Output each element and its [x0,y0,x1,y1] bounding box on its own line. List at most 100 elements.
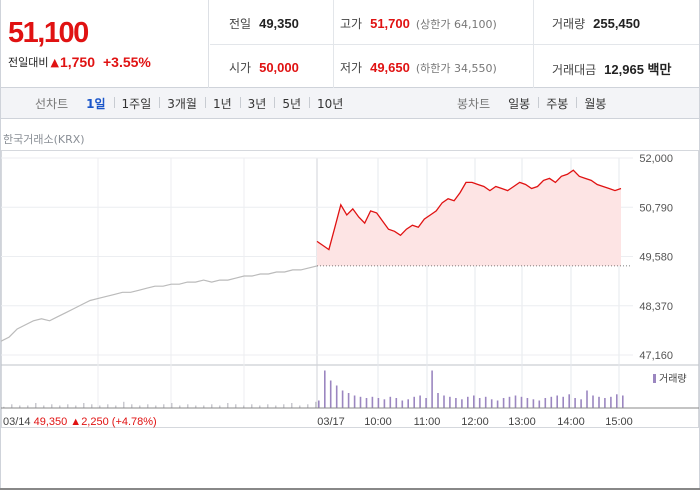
low-cell: 저가 49,650 (하한가 34,550) [340,59,497,76]
y-tick-label: 50,790 [639,202,673,214]
volume-bar [259,405,261,408]
x-tick-label: 03/17 [317,416,345,428]
prev-close-label: 전일 [229,17,252,31]
volume-bar [443,395,445,408]
volume-bar [107,404,109,409]
volume-bar [211,404,213,409]
volume-bar [377,398,380,408]
bottom-border [0,488,700,490]
tab-3y[interactable]: 3년 [239,95,275,112]
volume-bar [425,398,427,408]
tab-monthly[interactable]: 월봉 [576,95,614,112]
x-tick-label: 10:00 [364,416,392,428]
volume-bar [508,396,511,409]
volume-bar [532,399,535,409]
volume-bar [243,405,245,408]
volume-bar [43,405,45,408]
chart-period-tabs: 선차트 1일 1주일 3개월 1년 3년 5년 10년 봉차트 일봉 주봉 월봉 [1,88,699,119]
volume-bar [195,405,197,408]
volume-bar [123,401,125,409]
up-arrow-icon: ▲ [70,416,81,428]
volume-bar [568,394,570,409]
volume-bar [526,398,529,408]
line-chart-tabs: 선차트 1일 1주일 3개월 1년 3년 5년 10년 [35,88,351,119]
tab-daily[interactable]: 일봉 [508,97,531,111]
current-price-box: 51,100 전일대비 ▲ 1,750 +3.55% [1,0,209,88]
volume-bar [347,393,350,408]
tab-3m[interactable]: 3개월 [159,95,205,112]
volume-bar [171,403,173,408]
tab-1d[interactable]: 1일 [86,97,106,111]
volume-bar [562,396,564,409]
tab-5y[interactable]: 5년 [274,95,309,112]
high-value: 51,700 [370,16,410,31]
volume-bar [267,404,269,409]
volume-bar [335,385,338,408]
change-percent: +3.55% [103,54,151,70]
volume-bar [251,404,253,409]
volume-bar [395,398,398,408]
volume-bar [484,396,487,409]
tab-weekly[interactable]: 주봉 [538,95,576,112]
volume-bar [616,394,618,409]
volume-bar [315,401,317,409]
summary-divider [533,0,534,88]
volume-bar [413,396,415,409]
volume-bar [449,396,451,409]
today-price-line [316,169,622,251]
volume-bar [307,404,309,409]
volume-bar [389,396,392,409]
volume-bar [179,405,181,408]
volume-bar [318,400,320,408]
prev-day-change: 2,250 [81,416,112,428]
volume-bar [371,396,374,409]
volume-bar [490,399,493,409]
volume-bar [473,395,475,408]
volume-bar [83,403,85,408]
volume-bar [461,399,463,409]
volume-bar [467,396,469,409]
x-tick-label: 11:00 [414,416,441,428]
open-label: 시가 [229,61,252,75]
prev-day-close: 49,350 [34,416,71,428]
high-cell: 고가 51,700 (상한가 64,100) [340,15,497,32]
volume-bar [622,395,624,408]
tab-10y[interactable]: 10년 [309,95,351,112]
volume-bar [67,404,69,409]
volume-cell: 거래량 255,450 [552,15,640,32]
volume-bar [437,393,439,408]
volume-bar [574,398,576,408]
prev-day-summary: 03/14 49,350 ▲2,250 (+4.78%) [3,416,157,428]
candle-chart-tabs: 봉차트 일봉 주봉 월봉 [457,88,614,119]
volume-bar [324,370,326,408]
volume-bar [520,396,523,409]
volume-bar [383,399,386,409]
volume-bar [155,405,157,408]
volume-bar [419,395,421,408]
line-chart-title: 선차트 [35,97,69,111]
y-tick-label: 49,580 [639,252,673,264]
prev-close-cell: 전일 49,350 [229,15,299,32]
volume-value: 255,450 [593,16,641,31]
prev-day-line [1,265,318,342]
volume-bar [604,398,606,408]
low-value: 49,650 [370,60,410,75]
x-tick-label: 15:00 [605,416,633,428]
volume-bar [139,405,141,408]
volume-bar [299,405,301,408]
volume-bar [203,405,205,408]
volume-bar [353,395,356,408]
volume-bar [99,405,101,408]
volume-bar [550,396,553,409]
volume-bar [586,390,588,408]
amount-value: 12,965 백만 [604,62,672,77]
volume-bar [187,404,189,409]
volume-bar [407,399,409,409]
tab-1w[interactable]: 1주일 [113,95,160,112]
tab-1y[interactable]: 1년 [204,95,240,112]
current-price: 51,100 [8,17,89,49]
volume-bar [35,403,37,408]
volume-bar [341,390,344,408]
change-label: 전일대비 [8,56,49,69]
